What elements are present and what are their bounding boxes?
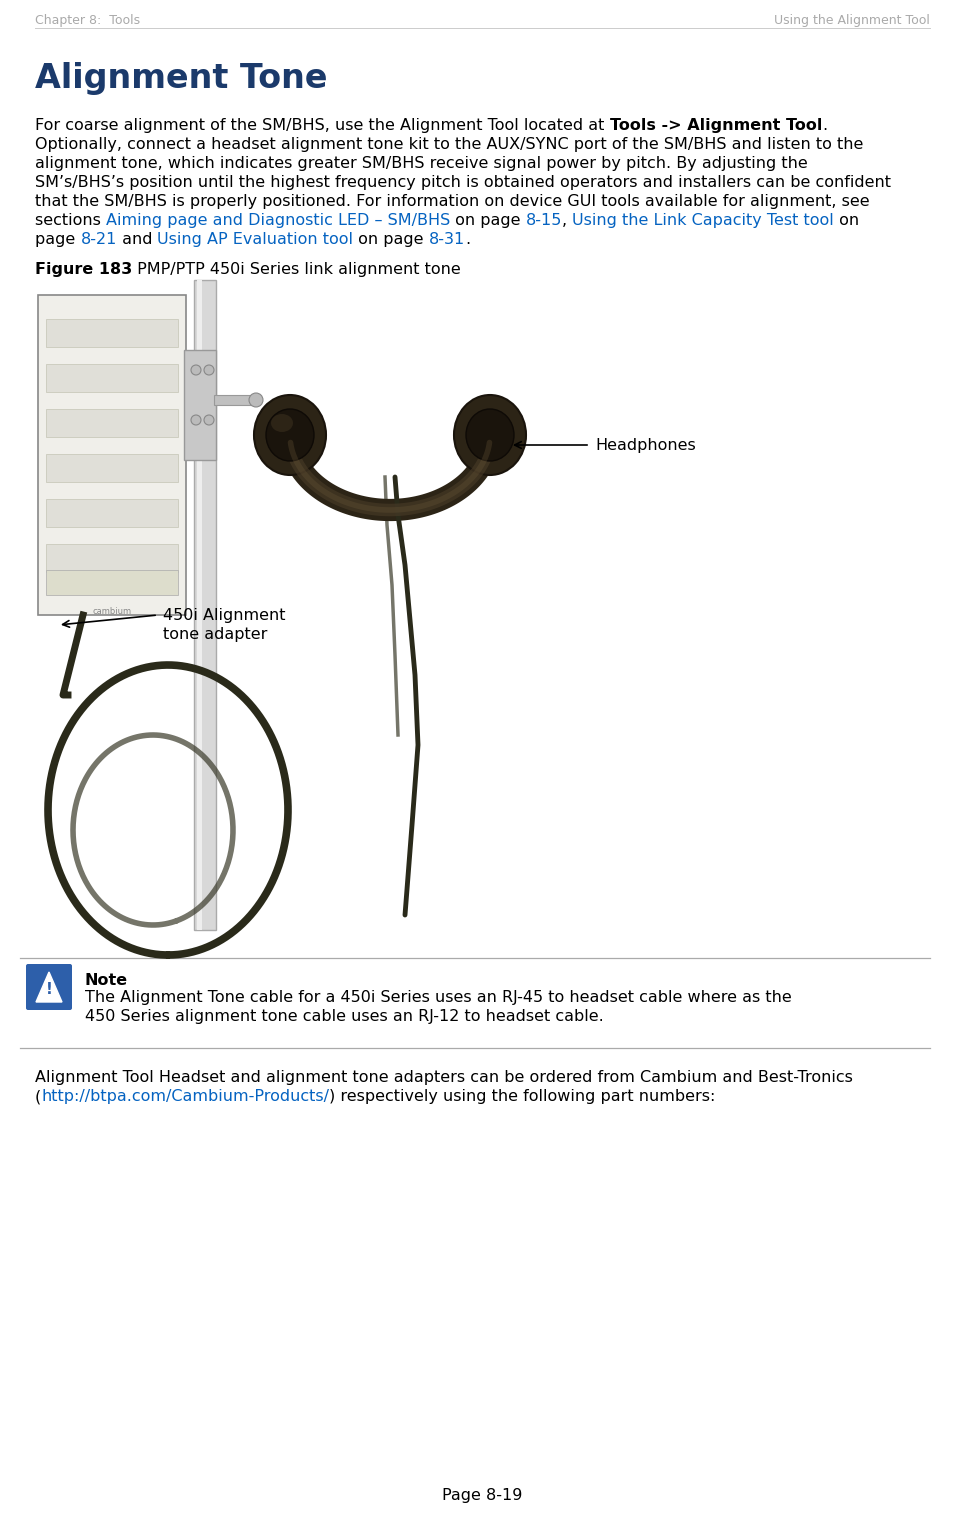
- FancyBboxPatch shape: [46, 409, 178, 438]
- FancyBboxPatch shape: [46, 454, 178, 481]
- FancyBboxPatch shape: [20, 280, 600, 940]
- FancyBboxPatch shape: [46, 544, 178, 572]
- Text: 450i Alignment: 450i Alignment: [163, 609, 286, 622]
- Text: Optionally, connect a headset alignment tone kit to the AUX/SYNC port of the SM/: Optionally, connect a headset alignment …: [35, 136, 864, 151]
- Ellipse shape: [271, 413, 293, 431]
- Ellipse shape: [466, 409, 514, 460]
- FancyBboxPatch shape: [214, 395, 259, 406]
- Text: Tools -> Alignment Tool: Tools -> Alignment Tool: [610, 118, 822, 133]
- Text: page: page: [35, 232, 80, 247]
- Text: http://btpa.com/Cambium-Products/: http://btpa.com/Cambium-Products/: [41, 1089, 329, 1104]
- Text: (: (: [35, 1089, 41, 1104]
- Text: sections: sections: [35, 213, 106, 229]
- Text: 8-15: 8-15: [526, 213, 563, 229]
- Text: Headphones: Headphones: [595, 438, 696, 453]
- Text: ) respectively using the following part numbers:: ) respectively using the following part …: [329, 1089, 716, 1104]
- Text: that the SM/BHS is properly positioned. For information on device GUI tools avai: that the SM/BHS is properly positioned. …: [35, 194, 869, 209]
- Text: 8-31: 8-31: [429, 232, 465, 247]
- Text: on: on: [835, 213, 860, 229]
- Text: Chapter 8:  Tools: Chapter 8: Tools: [35, 14, 140, 27]
- Text: Note: Note: [85, 974, 128, 989]
- Text: and: and: [117, 232, 157, 247]
- FancyBboxPatch shape: [38, 295, 186, 615]
- FancyBboxPatch shape: [197, 280, 202, 930]
- Text: For coarse alignment of the SM/BHS, use the Alignment Tool located at: For coarse alignment of the SM/BHS, use …: [35, 118, 610, 133]
- Text: alignment tone, which indicates greater SM/BHS receive signal power by pitch. By: alignment tone, which indicates greater …: [35, 156, 808, 171]
- Text: Aiming page and Diagnostic LED – SM/BHS: Aiming page and Diagnostic LED – SM/BHS: [106, 213, 451, 229]
- Text: Alignment Tone: Alignment Tone: [35, 62, 327, 95]
- FancyBboxPatch shape: [46, 569, 178, 595]
- Circle shape: [249, 394, 263, 407]
- Text: on page: on page: [353, 232, 429, 247]
- Text: cambium: cambium: [93, 607, 131, 616]
- Text: 8-21: 8-21: [80, 232, 117, 247]
- FancyBboxPatch shape: [184, 350, 216, 460]
- Text: .: .: [822, 118, 827, 133]
- Text: Alignment Tool Headset and alignment tone adapters can be ordered from Cambium a: Alignment Tool Headset and alignment ton…: [35, 1070, 853, 1086]
- FancyBboxPatch shape: [46, 500, 178, 527]
- Text: 450 Series alignment tone cable uses an RJ-12 to headset cable.: 450 Series alignment tone cable uses an …: [85, 1008, 604, 1023]
- Ellipse shape: [454, 395, 526, 475]
- Text: Figure 183: Figure 183: [35, 262, 132, 277]
- Text: Using the Link Capacity Test tool: Using the Link Capacity Test tool: [572, 213, 835, 229]
- Ellipse shape: [266, 409, 314, 460]
- Ellipse shape: [254, 395, 326, 475]
- Circle shape: [191, 365, 201, 375]
- Circle shape: [204, 415, 214, 425]
- FancyBboxPatch shape: [26, 964, 72, 1010]
- Polygon shape: [36, 972, 62, 1002]
- Text: .: .: [465, 232, 470, 247]
- Text: The Alignment Tone cable for a 450i Series uses an RJ-45 to headset cable where : The Alignment Tone cable for a 450i Seri…: [85, 990, 791, 1005]
- Text: Using AP Evaluation tool: Using AP Evaluation tool: [157, 232, 353, 247]
- FancyBboxPatch shape: [46, 319, 178, 347]
- Text: ,: ,: [563, 213, 572, 229]
- Circle shape: [191, 415, 201, 425]
- Text: Page 8-19: Page 8-19: [442, 1488, 522, 1503]
- FancyBboxPatch shape: [194, 280, 216, 930]
- Circle shape: [204, 365, 214, 375]
- Text: on page: on page: [451, 213, 526, 229]
- Text: tone adapter: tone adapter: [163, 627, 267, 642]
- Text: !: !: [45, 981, 52, 996]
- Text: PMP/PTP 450i Series link alignment tone: PMP/PTP 450i Series link alignment tone: [132, 262, 461, 277]
- Text: Using the Alignment Tool: Using the Alignment Tool: [774, 14, 930, 27]
- Text: SM’s/BHS’s position until the highest frequency pitch is obtained operators and : SM’s/BHS’s position until the highest fr…: [35, 176, 891, 189]
- FancyBboxPatch shape: [46, 363, 178, 392]
